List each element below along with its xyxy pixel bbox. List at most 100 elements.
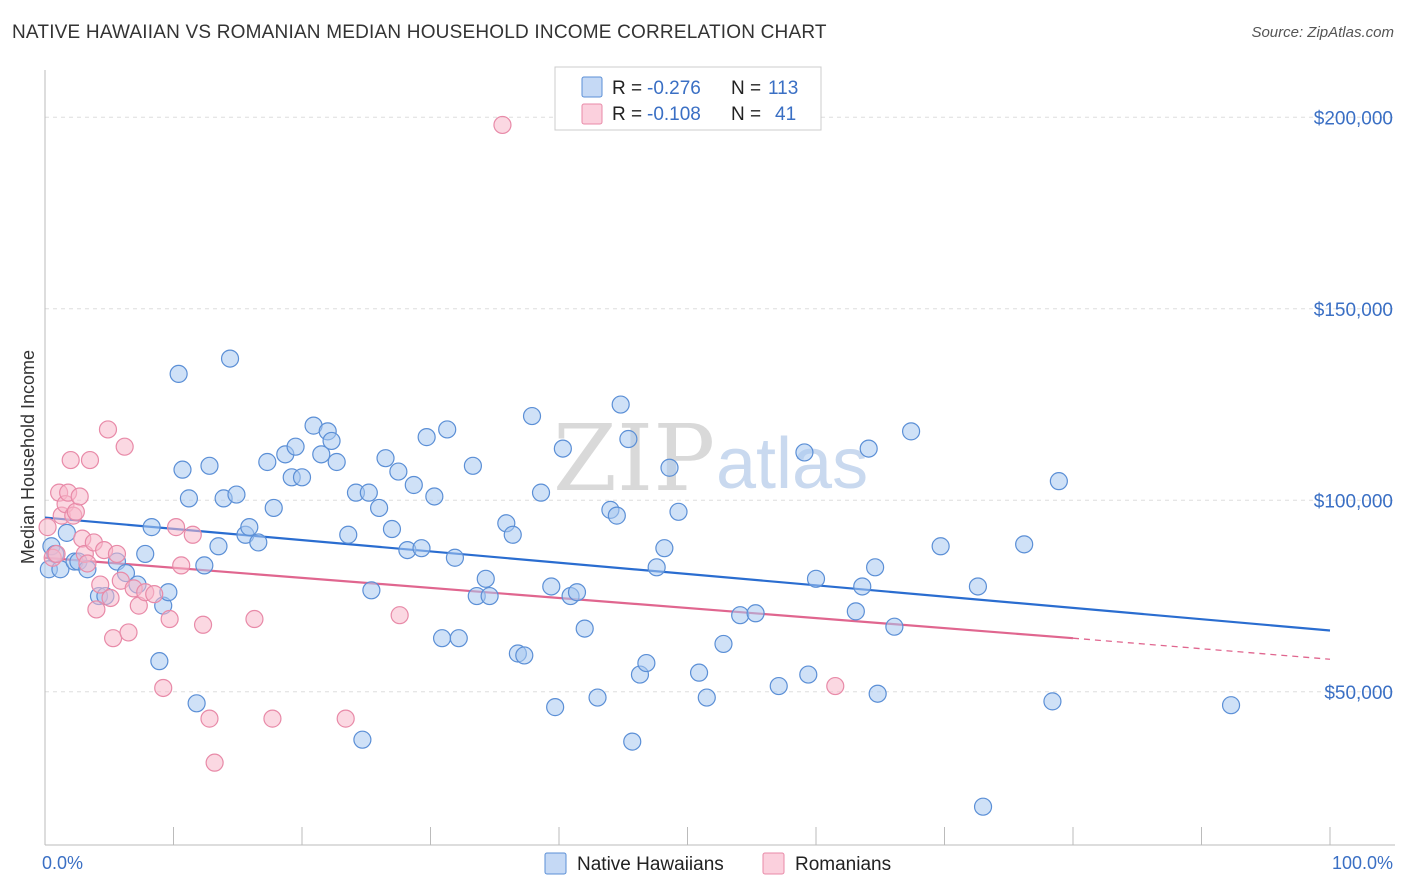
native-hawaiian-point-74 (567, 583, 587, 602)
native-hawaiian-point-90 (714, 634, 733, 654)
native-hawaiian-point-4 (57, 523, 76, 542)
native-hawaiian-point-78 (607, 506, 626, 525)
native-hawaiian-point-60 (463, 456, 483, 475)
romanian-point-13 (78, 554, 97, 573)
bottom-legend-swatch-romanians (762, 852, 785, 875)
native-hawaiian-point-38 (312, 445, 331, 464)
romanian-point-43 (826, 676, 845, 696)
romanian-point-42 (493, 115, 512, 135)
romanian-trend-line-extension (1072, 637, 1331, 660)
native-hawaiian-point-23 (200, 456, 219, 475)
romanian-point-30 (154, 678, 173, 698)
native-hawaiian-point-98 (853, 577, 872, 596)
romanian-point-29 (145, 585, 164, 604)
native-hawaiian-point-22 (195, 556, 214, 575)
native-hawaiian-point-53 (412, 539, 431, 558)
native-hawaiian-point-83 (637, 653, 656, 673)
native-hawaiian-point-35 (286, 437, 305, 456)
native-hawaiian-point-94 (795, 443, 814, 462)
native-hawaiian-point-48 (376, 449, 395, 468)
native-hawaiian-point-30 (249, 533, 268, 552)
y-tick-label-1: $100,000 (1314, 491, 1393, 512)
romanian-point-2 (47, 544, 66, 564)
native-hawaiian-point-103 (901, 422, 921, 441)
native-hawaiian-point-45 (359, 483, 378, 502)
watermark-zip: ZIP (553, 405, 715, 512)
x-tick-label-1: 100.0% (1332, 853, 1393, 873)
native-hawaiian-point-32 (264, 498, 283, 518)
bottom-legend-swatch-native-hawaiians (544, 852, 567, 875)
romanian-point-38 (245, 609, 264, 629)
native-hawaiian-point-87 (669, 502, 688, 521)
romanian-point-19 (98, 420, 118, 439)
native-hawaiian-point-50 (389, 462, 408, 481)
legend-n-value-2: 41 (775, 104, 796, 125)
native-hawaiian-point-56 (432, 629, 452, 648)
x-tick-labels: 0.0% 100.0% (42, 853, 1393, 873)
native-hawaiian-point-27 (227, 485, 246, 504)
native-hawaiian-point-72 (553, 439, 572, 458)
native-hawaiian-point-13 (136, 544, 155, 564)
romanian-point-17 (91, 575, 110, 594)
native-hawaiian-point-100 (866, 558, 885, 577)
romanian-point-39 (263, 709, 282, 728)
native-hawaiian-point-88 (689, 663, 709, 682)
native-hawaiian-point-46 (362, 581, 381, 600)
legend-n-label-2: N = (731, 104, 761, 125)
native-hawaiian-point-26 (220, 349, 240, 368)
native-hawaiian-point-41 (327, 452, 346, 472)
y-tick-labels: $50,000 $100,000 $150,000 $200,000 (1314, 108, 1393, 704)
native-hawaiian-point-84 (647, 558, 666, 577)
legend-swatch-romanians (581, 103, 603, 125)
native-hawaiian-point-80 (619, 429, 638, 449)
native-hawaiian-point-18 (169, 364, 188, 384)
romanian-point-7 (61, 450, 80, 470)
native-hawaiian-point-14 (142, 518, 161, 537)
native-hawaiian-point-99 (859, 439, 878, 458)
bottom-legend-romanians: Romanians (795, 854, 891, 875)
native-hawaiian-point-24 (209, 537, 228, 556)
legend-r-label-1: R = (612, 78, 642, 99)
romanian-point-14 (80, 450, 100, 470)
native-hawaiian-point-106 (973, 797, 993, 816)
native-hawaiian-point-92 (746, 604, 765, 623)
romanian-point-40 (336, 709, 355, 728)
native-hawaiian-point-68 (522, 406, 542, 426)
legend-swatch-native-hawaiians (581, 76, 603, 98)
romanian-point-34 (183, 525, 202, 544)
native-hawaiian-point-31 (258, 452, 277, 472)
native-hawaiian-point-21 (187, 694, 206, 713)
romanian-point-35 (193, 615, 213, 634)
native-hawaiian-point-42 (339, 525, 358, 544)
native-hawaiian-point-76 (588, 688, 607, 707)
romanian-point-33 (172, 556, 191, 575)
native-hawaiian-point-108 (1043, 692, 1062, 711)
native-hawaiian-point-52 (404, 475, 423, 495)
native-hawaiian-point-107 (1015, 535, 1034, 554)
native-hawaiian-point-20 (179, 489, 199, 508)
native-hawaiian-point-49 (382, 519, 402, 539)
native-hawaiian-point-62 (476, 569, 495, 588)
romanian-point-25 (119, 623, 138, 642)
native-hawaiian-point-67 (515, 646, 534, 665)
bottom-legend-native-hawaiians: Native Hawaiians (577, 854, 724, 875)
watermark-atlas: atlas (716, 424, 868, 504)
romanian-point-20 (101, 588, 120, 608)
native-hawaiian-point-57 (438, 420, 457, 439)
native-hawaiian-point-36 (292, 468, 312, 487)
legend-r-label-2: R = (612, 104, 642, 125)
romanian-point-24 (115, 437, 134, 456)
native-hawaiian-point-70 (542, 577, 561, 596)
native-hawaiian-point-86 (660, 458, 679, 477)
chart-title: NATIVE HAWAIIAN VS ROMANIAN MEDIAN HOUSE… (12, 22, 827, 43)
native-hawaiian-point-55 (425, 487, 444, 506)
y-tick-label-0: $50,000 (1324, 683, 1393, 704)
romanian-point-32 (166, 518, 186, 537)
native-hawaiian-point-85 (655, 539, 674, 558)
legend-r-value-1: -0.276 (647, 78, 701, 99)
romanian-point-31 (160, 609, 179, 629)
native-hawaiian-point-15 (150, 652, 169, 671)
native-hawaiian-point-69 (531, 483, 551, 502)
native-hawaiian-point-109 (1049, 472, 1068, 491)
romanian-point-16 (87, 600, 106, 619)
